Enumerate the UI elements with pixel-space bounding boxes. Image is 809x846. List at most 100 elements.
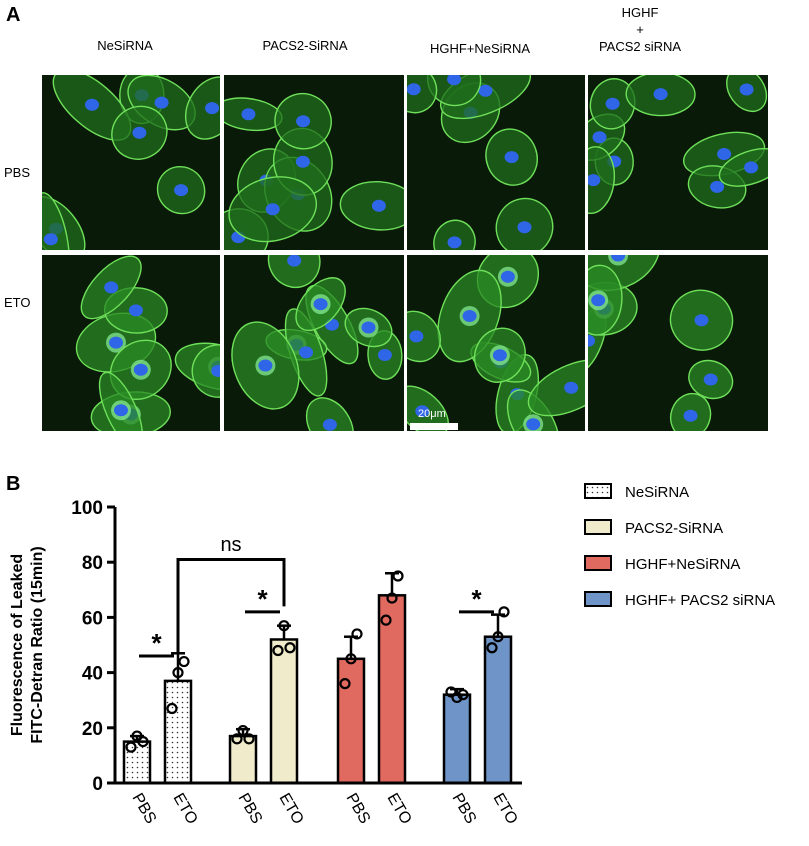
nucleus — [717, 148, 732, 160]
bar — [336, 657, 366, 785]
column-label-pacs2-sirna: PACS2-SiRNA — [262, 38, 348, 53]
nucleus — [409, 330, 424, 343]
nucleus — [241, 108, 256, 121]
nucleus — [703, 373, 718, 386]
bar — [163, 679, 193, 785]
bar — [122, 740, 152, 785]
nucleus — [299, 346, 314, 359]
data-point — [445, 686, 457, 698]
data-point — [498, 606, 510, 618]
data-point — [172, 667, 184, 679]
data-point — [339, 678, 351, 690]
significance-star: * — [151, 628, 162, 658]
nucleus — [361, 321, 376, 334]
nucleus — [592, 131, 607, 144]
nucleus — [500, 270, 515, 283]
y-tick-label: 40 — [82, 664, 103, 685]
nucleus — [104, 281, 119, 294]
nucleus — [133, 363, 148, 376]
data-point — [178, 655, 190, 668]
scale-bar — [410, 423, 458, 430]
data-point — [131, 730, 143, 742]
legend-swatch — [584, 555, 612, 571]
nucleus — [605, 97, 620, 110]
nucleus — [258, 359, 273, 372]
nucleus — [109, 336, 123, 349]
nucleus — [313, 298, 328, 311]
x-tick-label: ETO — [384, 791, 415, 828]
significance-star: * — [257, 584, 268, 614]
micrograph-tile — [407, 255, 585, 431]
row-label-eto: ETO — [4, 295, 31, 310]
nucleus — [564, 381, 579, 394]
data-point — [272, 644, 284, 657]
nucleus — [205, 102, 220, 115]
nucleus — [128, 304, 143, 317]
nucleus — [744, 161, 759, 174]
data-point — [351, 628, 363, 640]
nucleus — [447, 236, 462, 249]
legend-swatch — [584, 483, 612, 499]
x-tick-label: ETO — [170, 791, 201, 828]
cell-shape — [495, 197, 554, 250]
column-label-nesirna: NeSiRNA — [97, 38, 153, 53]
nucleus — [710, 180, 725, 193]
data-point — [457, 689, 469, 701]
nucleus — [653, 88, 668, 101]
data-point — [125, 741, 137, 753]
data-point — [492, 631, 504, 643]
data-point — [486, 642, 498, 654]
nucleus — [588, 174, 601, 187]
nucleus — [462, 310, 477, 322]
column-label-hghf-pacs2-sirna: HGHF + PACS2 siRNA — [598, 5, 682, 54]
micrograph-tile — [588, 255, 768, 431]
data-point — [284, 642, 296, 654]
data-point — [243, 733, 255, 745]
nucleus — [296, 115, 311, 128]
nucleus — [517, 221, 532, 234]
micrograph-tile — [42, 75, 220, 250]
legend-label: PACS2-SiRNA — [625, 520, 723, 537]
x-tick-label: ETO — [276, 791, 307, 828]
legend-swatch — [584, 591, 612, 607]
legend-label: NeSiRNA — [625, 484, 689, 501]
scale-bar-label: 20μm — [418, 408, 446, 420]
ns-label: ns — [220, 534, 241, 556]
nucleus — [287, 255, 302, 267]
nucleus — [407, 83, 421, 96]
x-tick-label: PBS — [343, 791, 374, 827]
row-label-pbs: PBS — [4, 165, 31, 180]
x-tick-label: PBS — [129, 791, 160, 827]
significance-star: * — [471, 584, 482, 614]
column-label-hghf-nesirna: HGHF+NeSiRNA — [429, 41, 531, 56]
nucleus — [174, 184, 189, 197]
nucleus — [132, 126, 147, 139]
data-point — [386, 592, 398, 604]
nucleus — [492, 349, 507, 362]
nucleus — [415, 405, 430, 418]
ns-bracket — [176, 557, 286, 654]
legend-label: HGHF+ PACS2 siRNA — [625, 592, 775, 609]
nucleus — [114, 404, 128, 417]
micrograph-tile — [224, 255, 404, 431]
x-tick-label: PBS — [449, 791, 480, 827]
data-point — [278, 620, 290, 632]
nucleus — [265, 203, 280, 216]
cell-shape — [339, 181, 404, 231]
data-point — [137, 736, 149, 748]
y-tick-label: 60 — [82, 608, 103, 629]
micrograph-tile — [224, 75, 404, 250]
nucleus — [154, 96, 169, 109]
bar — [269, 638, 299, 785]
nucleus — [683, 409, 698, 422]
cell-shape — [726, 75, 768, 113]
micrograph-tile — [407, 75, 585, 250]
y-tick-label: 0 — [92, 774, 103, 795]
data-point — [380, 614, 392, 626]
bar-chart: 0 20 40 60 80 100 Fluorescence of Leaked FITC-D… — [9, 483, 775, 828]
panel-a-letter: A — [6, 4, 21, 26]
nucleus — [504, 151, 519, 164]
x-tick-label: ETO — [490, 791, 521, 828]
nucleus — [295, 155, 310, 168]
nucleus — [447, 75, 462, 86]
